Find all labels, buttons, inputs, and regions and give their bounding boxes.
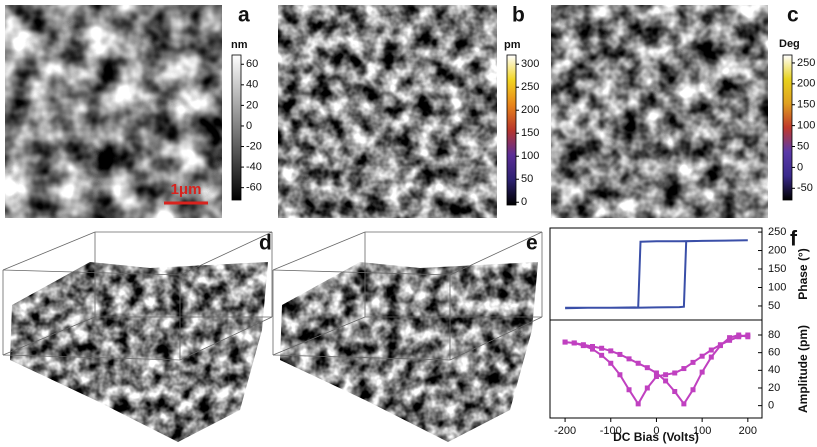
colorbar bbox=[231, 54, 242, 201]
data-point bbox=[589, 346, 595, 352]
colorbar-tick-label: 0 bbox=[521, 196, 527, 208]
y-tick-label: 40 bbox=[768, 364, 780, 376]
x-tick-label: 0 bbox=[653, 425, 659, 437]
x-tick-label: -200 bbox=[554, 425, 576, 437]
afm-image bbox=[551, 5, 768, 218]
data-point bbox=[672, 389, 678, 395]
colorbar-tick-label: 150 bbox=[521, 127, 539, 139]
colorbar-tick-label: -60 bbox=[246, 182, 262, 194]
data-point bbox=[708, 347, 714, 353]
colorbar-unit: pm bbox=[504, 39, 521, 51]
data-point bbox=[626, 356, 632, 362]
data-point bbox=[608, 348, 614, 354]
panel-label: f bbox=[790, 228, 798, 251]
data-point bbox=[663, 378, 669, 384]
y-tick-label: 150 bbox=[768, 263, 786, 275]
colorbar-tick-label: -40 bbox=[246, 161, 262, 173]
data-point bbox=[626, 387, 632, 393]
data-point bbox=[681, 366, 687, 372]
colorbar-tick-label: 200 bbox=[797, 78, 815, 90]
data-point bbox=[608, 360, 614, 366]
data-point bbox=[736, 334, 742, 340]
colorbar-tick-label: 20 bbox=[246, 99, 258, 111]
colorbar-tick-label: 300 bbox=[521, 58, 539, 70]
data-point bbox=[562, 339, 568, 345]
colorbar-tick-label: 50 bbox=[521, 173, 533, 185]
data-point bbox=[745, 332, 751, 338]
panel-label: b bbox=[512, 4, 525, 27]
y-tick-label: 250 bbox=[768, 226, 786, 238]
panel-label: e bbox=[526, 232, 538, 255]
data-point bbox=[727, 335, 733, 341]
data-point bbox=[708, 354, 714, 360]
colorbar-tick-label: 250 bbox=[797, 57, 815, 69]
x-tick-label: 200 bbox=[739, 425, 757, 437]
panel-label: d bbox=[259, 232, 272, 255]
colorbar-tick-label: 50 bbox=[797, 140, 809, 152]
data-point bbox=[635, 401, 641, 407]
colorbar-tick-label: -20 bbox=[246, 140, 262, 152]
y-tick-label: 0 bbox=[768, 400, 774, 412]
y-axis-label: Phase (°) bbox=[796, 248, 810, 299]
data-point bbox=[644, 385, 650, 391]
colorbar-tick-label: 100 bbox=[797, 120, 815, 132]
colorbar bbox=[506, 54, 517, 206]
y-tick-label: 50 bbox=[768, 300, 780, 312]
scale-bar-label: 1μm bbox=[171, 181, 202, 198]
plot-frame bbox=[549, 319, 763, 419]
afm-image bbox=[278, 5, 497, 218]
colorbar-tick-label: 60 bbox=[246, 58, 258, 70]
panel-label: a bbox=[238, 4, 250, 27]
colorbar-tick-label: 250 bbox=[521, 81, 539, 93]
colorbar-tick-label: 150 bbox=[797, 99, 815, 111]
afm-image bbox=[5, 5, 222, 218]
data-point bbox=[644, 365, 650, 371]
data-point bbox=[690, 359, 696, 365]
y-tick-label: 80 bbox=[768, 329, 780, 341]
y-tick-label: 20 bbox=[768, 382, 780, 394]
data-point bbox=[672, 370, 678, 376]
data-point bbox=[690, 387, 696, 393]
data-point bbox=[717, 342, 723, 348]
x-tick-label: -100 bbox=[600, 425, 622, 437]
colorbar-tick-label: 200 bbox=[521, 104, 539, 116]
colorbar-tick-label: 0 bbox=[246, 120, 252, 132]
surface bbox=[10, 262, 268, 442]
data-point bbox=[580, 343, 586, 349]
bounding-box bbox=[2, 231, 273, 361]
data-point bbox=[653, 370, 659, 376]
bounding-box bbox=[272, 231, 543, 361]
data-point bbox=[571, 340, 577, 346]
colorbar-tick-label: 100 bbox=[521, 150, 539, 162]
data-point bbox=[635, 360, 641, 366]
data-point bbox=[589, 343, 595, 349]
colorbar-tick-label: -50 bbox=[797, 182, 813, 194]
data-point bbox=[617, 351, 623, 357]
y-tick-label: 200 bbox=[768, 244, 786, 256]
data-point bbox=[599, 345, 605, 351]
y-tick-label: 100 bbox=[768, 281, 786, 293]
data-point bbox=[653, 374, 659, 380]
colorbar-tick-label: 0 bbox=[797, 161, 803, 173]
y-tick-label: 60 bbox=[768, 347, 780, 359]
data-point bbox=[699, 353, 705, 359]
colorbar-tick-label: 40 bbox=[246, 79, 258, 91]
data-point bbox=[699, 369, 705, 375]
data-point bbox=[663, 372, 669, 378]
data-point bbox=[727, 337, 733, 343]
colorbar-unit: nm bbox=[231, 39, 248, 51]
y-axis-label: Amplitude (pm) bbox=[796, 325, 810, 413]
data-point bbox=[617, 372, 623, 378]
x-axis-label: DC Bias (Volts) bbox=[613, 430, 699, 444]
panel-label: c bbox=[787, 4, 799, 27]
colorbar-unit: Deg bbox=[779, 38, 800, 50]
colorbar bbox=[782, 54, 793, 201]
series-line bbox=[565, 239, 748, 310]
surface bbox=[280, 262, 538, 442]
data-point bbox=[681, 401, 687, 407]
data-point bbox=[599, 352, 605, 358]
x-tick-label: 100 bbox=[693, 425, 711, 437]
